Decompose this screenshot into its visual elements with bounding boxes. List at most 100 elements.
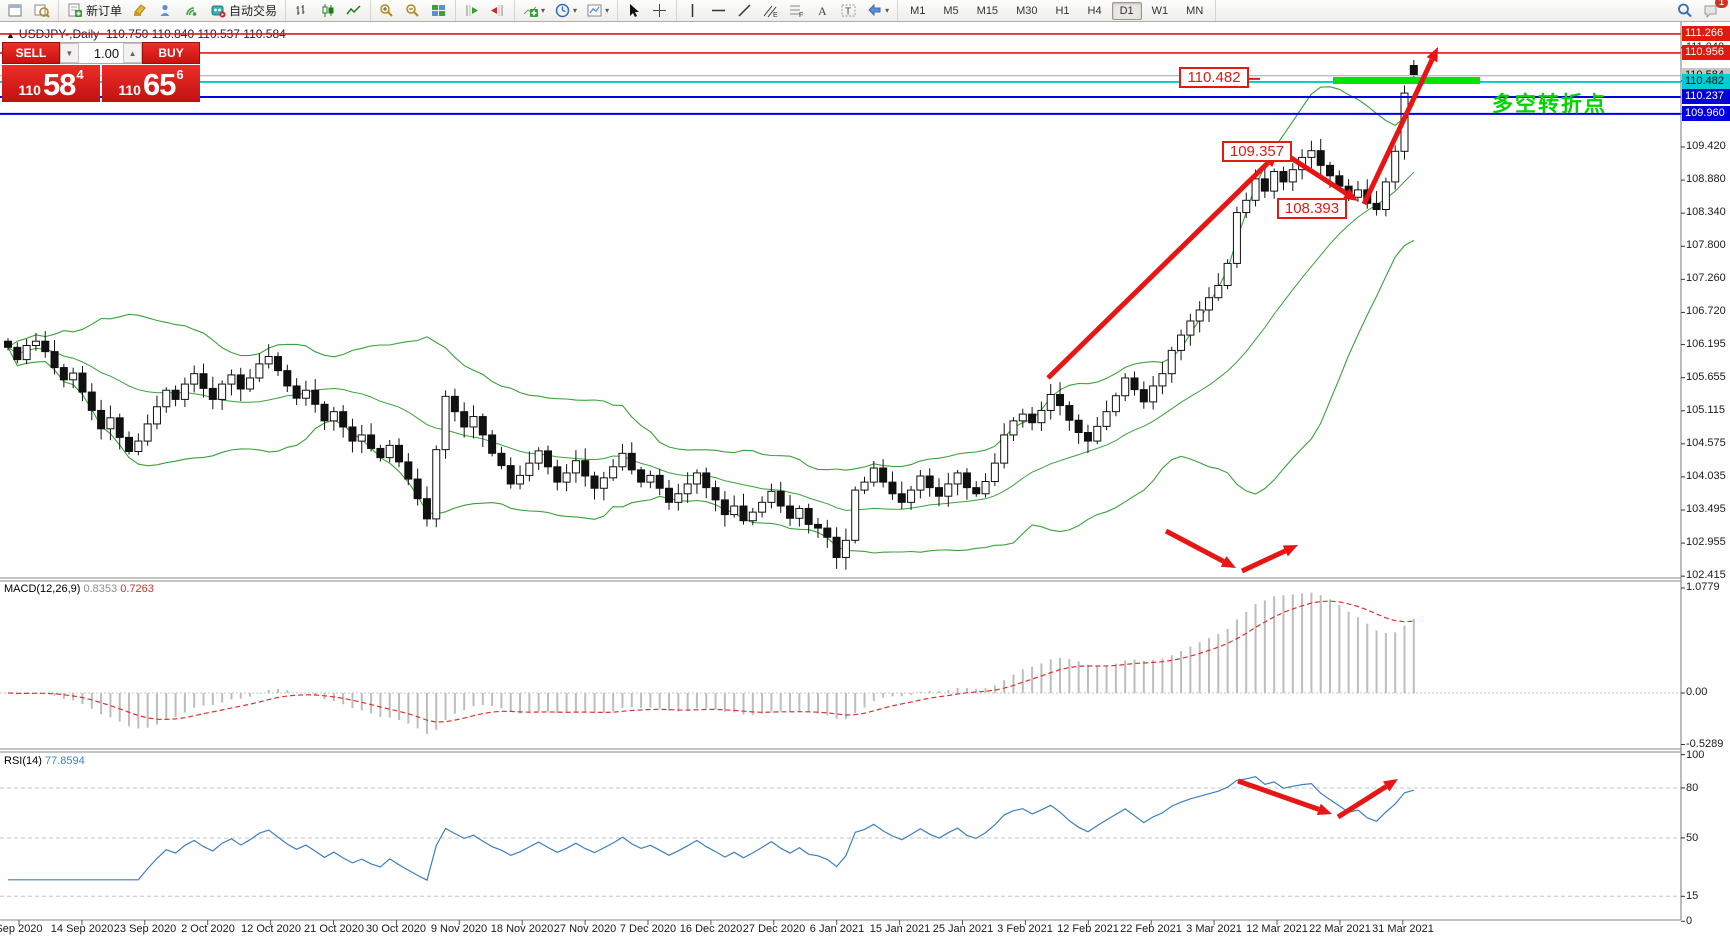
- price-line-badge: 110.237: [1682, 88, 1730, 104]
- periods-button[interactable]: ▾: [551, 0, 581, 21]
- date-axis-label: 18 Nov 2020: [490, 923, 554, 935]
- date-axis-label: 16 Dec 2020: [679, 923, 743, 935]
- algo-trading-button[interactable]: 自动交易: [206, 0, 281, 21]
- label-button[interactable]: T: [837, 0, 861, 21]
- new-order-button[interactable]: 新订单: [63, 0, 126, 21]
- fibo-icon: F: [790, 5, 803, 18]
- annotation-cn-text[interactable]: 多空转折点: [1492, 93, 1607, 116]
- shapes-button[interactable]: ▾: [863, 0, 893, 21]
- macd-axis-tick: 0.00: [1686, 686, 1708, 698]
- cursor-button[interactable]: [622, 0, 646, 21]
- hline-button[interactable]: [707, 0, 731, 21]
- date-axis-label: 30 Oct 2020: [366, 923, 426, 935]
- timeframe-m30-button[interactable]: M30: [1016, 4, 1038, 17]
- timeframe-h4-button[interactable]: H4: [1087, 4, 1102, 17]
- algo-trading-icon: [211, 5, 226, 18]
- date-axis-label: 12 Oct 2020: [241, 923, 301, 935]
- annotation-price-box-110482[interactable]: 110.482: [1179, 67, 1249, 88]
- timeframe-m15-button[interactable]: M15: [976, 4, 999, 17]
- date-axis-label: 23 Sep 2020: [113, 923, 177, 935]
- date-axis-label: 27 Nov 2020: [553, 923, 617, 935]
- timeframe-w1-button[interactable]: W1: [1151, 4, 1169, 17]
- price-axis-tick: 108.340: [1686, 206, 1726, 219]
- shapes-icon: [868, 3, 881, 17]
- hline-icon: [712, 9, 726, 12]
- price-axis-tick: 105.115: [1686, 403, 1725, 416]
- buy-price[interactable]: 110 65 6: [102, 65, 200, 102]
- date-axis-label: 3 Feb 2021: [997, 923, 1053, 935]
- date-axis-label: 22 Feb 2021: [1120, 923, 1182, 935]
- svg-text:F: F: [799, 12, 803, 18]
- chart-shift-button[interactable]: [486, 0, 510, 21]
- timeframe-m1-button[interactable]: M1: [910, 4, 926, 17]
- trendline-button[interactable]: [733, 0, 757, 21]
- market-watch-button[interactable]: [30, 0, 54, 21]
- date-axis-label: 2 Oct 2020: [181, 923, 235, 935]
- rsi-axis-tick: 0: [1686, 915, 1693, 928]
- bars-chart-button[interactable]: [290, 0, 314, 21]
- macd-axis-tick: 1.0779: [1686, 581, 1720, 593]
- search-button[interactable]: [1673, 0, 1697, 21]
- timeframe-mn-button[interactable]: MN: [1186, 4, 1204, 17]
- crosshair-button[interactable]: [648, 0, 672, 21]
- tile-windows-button[interactable]: [427, 0, 451, 21]
- sell-price-bigfigure: 110: [18, 82, 41, 98]
- annotation-price-box-109357[interactable]: 109.357: [1222, 141, 1292, 162]
- notification-count: 1: [1714, 0, 1728, 8]
- tester-button[interactable]: [154, 0, 178, 21]
- timeframe-m5-button[interactable]: M5: [943, 4, 959, 17]
- price-line-badge: 111.266: [1682, 25, 1730, 41]
- vline-icon: [691, 4, 694, 17]
- price-axis-tick: 106.720: [1686, 305, 1726, 318]
- rsi-axis-tick: 50: [1686, 831, 1699, 844]
- buy-price-pips: 65: [142, 67, 176, 102]
- buy-button[interactable]: BUY: [142, 42, 200, 64]
- templates-button[interactable]: ▾: [583, 0, 613, 21]
- annotation-price-box-108393[interactable]: 108.393: [1277, 198, 1347, 219]
- indicators-button[interactable]: ▾: [519, 0, 549, 21]
- channel-icon: E: [763, 5, 778, 18]
- date-axis-label: 12 Feb 2021: [1057, 923, 1119, 935]
- channel-button[interactable]: E: [759, 0, 783, 21]
- svg-text:E: E: [773, 12, 778, 18]
- bars-chart-icon: [296, 5, 305, 15]
- price-axis-tick: 102.415: [1686, 569, 1726, 582]
- macd-axis-tick: -0.5289: [1686, 737, 1724, 750]
- candles-chart-button[interactable]: [316, 0, 340, 21]
- fibo-button[interactable]: F: [785, 0, 809, 21]
- text-button[interactable]: A: [811, 0, 835, 21]
- date-axis-label: 25 Jan 2021: [932, 923, 994, 935]
- timeframe-group: M1 M5 M15 M30 H1 H4 D1 W1 MN: [898, 0, 1217, 21]
- buy-price-point: 6: [176, 67, 184, 82]
- styler-button[interactable]: [128, 0, 152, 21]
- date-axis-label: 21 Oct 2020: [304, 923, 364, 935]
- tile-windows-icon: [432, 5, 446, 16]
- timeframe-h1-button[interactable]: H1: [1055, 4, 1070, 17]
- templates-icon: [587, 4, 602, 17]
- zoom-out-button[interactable]: [401, 0, 425, 21]
- rsi-label: RSI(14) 77.8594: [4, 755, 85, 767]
- timeframe-d1-button[interactable]: D1: [1111, 1, 1142, 20]
- volume-up-button[interactable]: ▲: [123, 43, 143, 63]
- panel-collapse-icon[interactable]: ▲: [6, 30, 15, 40]
- chat-button[interactable]: 1: [1699, 0, 1728, 21]
- zoom-in-button[interactable]: [375, 0, 399, 21]
- sell-price[interactable]: 110 58 4: [2, 65, 100, 102]
- candles-chart-icon: [322, 4, 334, 17]
- volume-down-button[interactable]: ▼: [59, 43, 79, 63]
- chat-icon: [1704, 5, 1717, 18]
- signals-button[interactable]: [180, 0, 204, 21]
- sell-button[interactable]: SELL: [2, 42, 60, 64]
- date-axis-label: 14 Sep 2020: [50, 923, 114, 935]
- volume-input[interactable]: 1.00: [93, 45, 120, 61]
- chart-shift-icon: [491, 5, 503, 16]
- search-icon: [1678, 3, 1692, 18]
- vline-button[interactable]: [681, 0, 705, 21]
- window-button[interactable]: [4, 0, 28, 21]
- auto-scroll-icon: [466, 5, 479, 16]
- auto-scroll-button[interactable]: [460, 0, 484, 21]
- date-axis-label: 15 Jan 2021: [869, 923, 931, 935]
- price-axis-tick: 106.195: [1686, 337, 1726, 350]
- line-chart-button[interactable]: [342, 0, 366, 21]
